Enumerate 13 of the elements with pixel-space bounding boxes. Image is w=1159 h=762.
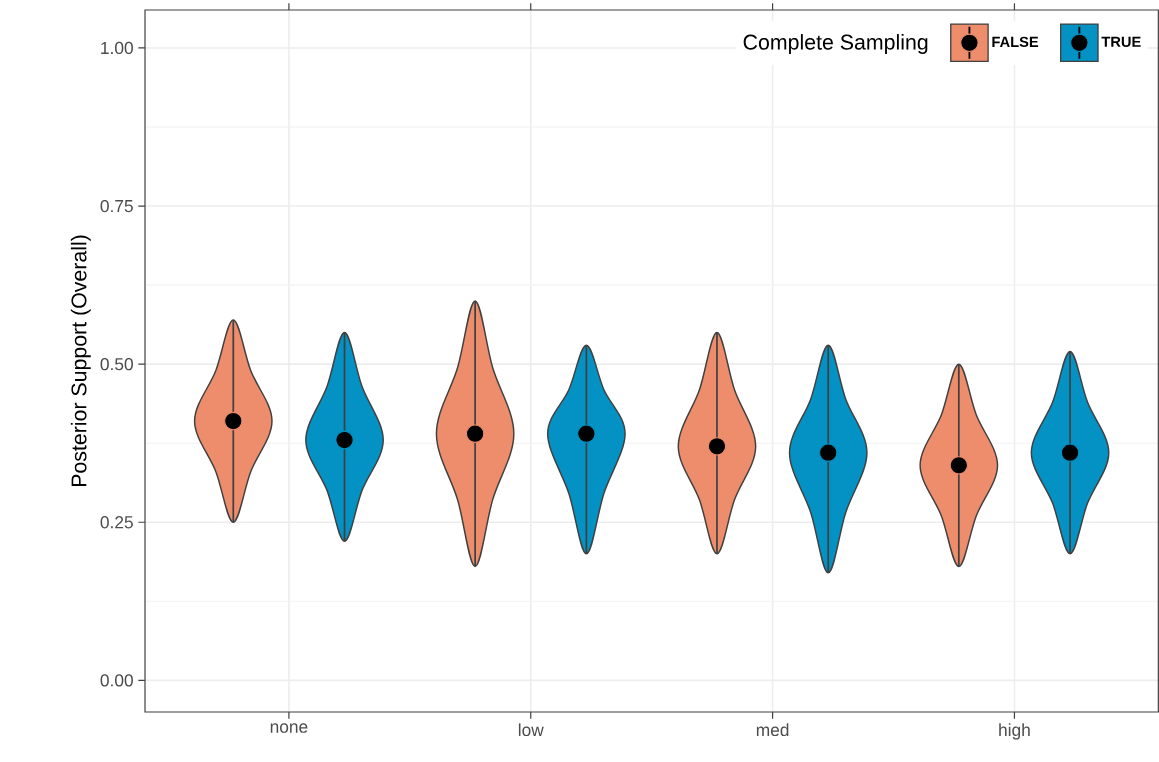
y-tick-label: 1.00 xyxy=(101,41,133,55)
x-tick-label: med xyxy=(756,723,789,737)
y-axis-title: Posterior Support (Overall) xyxy=(70,235,91,487)
x-tick-label: none xyxy=(270,723,308,733)
x-tick-label: low xyxy=(518,723,544,737)
x-tick-label: high xyxy=(999,723,1030,740)
legend-label: FALSE xyxy=(992,36,1039,48)
legend-label: TRUE xyxy=(1101,36,1141,47)
y-tick-label: 0.00 xyxy=(100,674,133,687)
y-tick-label: 0.50 xyxy=(100,358,133,371)
y-tick-label: 0.25 xyxy=(100,516,133,529)
legend-title: Complete Sampling xyxy=(743,34,928,54)
y-tick-label: 0.75 xyxy=(100,199,133,213)
